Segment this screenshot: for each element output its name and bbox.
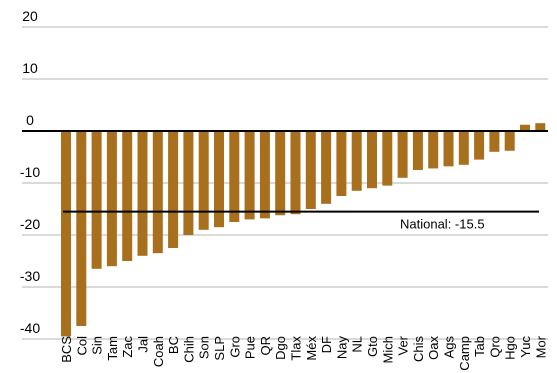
national-reference-label: National: -15.5 [400,217,485,232]
x-tick-label: DF [319,336,334,353]
x-tick-label: QR [258,336,273,356]
y-tick-label: -30 [20,268,40,284]
bar-pue [244,131,255,220]
x-tick-label: Chis [411,336,426,363]
bar-mor [535,123,546,131]
bar-nl [351,131,362,191]
x-tick-label: Camp [457,336,472,371]
y-axis-ticks: 20 10 0 -10 -20 -30 -40 [20,8,40,336]
x-tick-label: Gto [365,336,380,357]
x-tick-label: Ags [442,336,457,359]
bar-son [198,131,209,230]
x-tick-label: Dgo [273,336,288,360]
bar-jal [137,131,148,256]
x-tick-label: Méx [304,336,319,361]
bar-df [321,131,332,204]
x-tick-label: Chih [181,336,196,363]
bar-méx [305,131,316,209]
x-tick-label: Tlax [289,336,304,361]
bar-gro [229,131,240,222]
bar-hgo [504,131,515,151]
bar-gto [367,131,377,189]
x-tick-label: BC [166,336,181,354]
x-tick-label: Col [74,336,89,356]
bar-ver [397,131,408,178]
bar-zac [122,131,133,261]
bar-camp [458,131,469,165]
x-tick-label: Zac [120,336,135,358]
bars [61,123,546,337]
x-tick-label: NL [350,336,365,353]
y-tick-label: 10 [22,60,38,76]
bar-nay [336,131,347,196]
x-tick-label: Ver [396,335,411,355]
bar-coah [152,131,163,254]
bar-dgo [275,131,286,216]
x-tick-label: Mich [380,336,395,363]
bar-chih [183,131,194,235]
x-tick-label: SLP [212,336,227,361]
y-tick-label: -40 [20,320,40,336]
bar-tlax [290,131,301,215]
x-tick-label: Coah [151,336,166,367]
x-tick-label: Gro [227,336,242,358]
x-tick-label: Oax [426,336,441,360]
x-tick-label: Tam [105,336,120,361]
x-tick-label: Pue [243,336,258,359]
y-tick-label: 0 [26,112,34,128]
bar-tab [474,131,485,160]
x-tick-label: Sin [90,336,105,355]
bar-ags [443,131,454,167]
x-tick-label: Nay [334,336,349,360]
x-tick-label: Yuc [518,336,533,358]
x-tick-label: Jal [136,336,151,353]
x-tick-label: Tab [472,336,487,357]
bar-bc [168,131,179,248]
x-tick-label: BCS [59,336,74,363]
bar-slp [214,131,224,228]
bar-qr [259,131,270,219]
bar-oax [428,131,439,169]
bar-chis [412,131,423,170]
bar-qro [489,131,500,152]
x-tick-label: Qro [487,336,502,358]
bar-col [76,131,87,326]
x-tick-label: Mor [533,335,548,358]
bar-sin [91,131,102,269]
y-tick-label: -10 [20,164,40,180]
y-tick-label: -20 [20,216,40,232]
x-tick-label: Hgo [503,336,518,360]
bar-mich [382,131,393,186]
y-tick-label: 20 [22,8,38,24]
bar-tam [106,131,117,267]
x-axis-labels: BCS Col Sin Tam Zac Jal Coah BC Chih Son SLP Gro Pue… [59,335,548,370]
x-tick-label: Son [197,336,212,359]
bar-yuc [520,124,530,131]
bar-bcs [61,131,71,337]
